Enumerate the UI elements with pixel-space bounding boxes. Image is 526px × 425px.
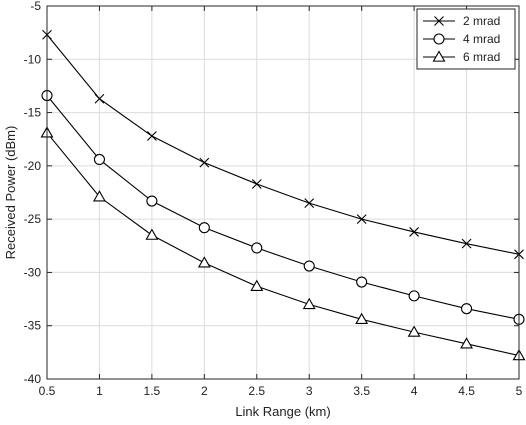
data-point	[251, 179, 262, 189]
x-tick-label: 3.5	[353, 384, 370, 398]
legend-marker	[433, 33, 445, 45]
data-point	[250, 279, 264, 291]
ticks: 0.5 1 1.5 2 2.5 3 3.5 4 4.5 5 -5 -10 -15 -20 -25 -30 -35…	[24, 0, 523, 398]
legend-label: 6 mrad	[463, 50, 500, 64]
y-tick-label: -5	[30, 0, 41, 13]
data-point	[251, 242, 263, 254]
data-point	[355, 312, 369, 324]
x-tick-label: 2	[201, 384, 208, 398]
x-tick-label: 5	[516, 384, 523, 398]
legend-label: 4 mrad	[463, 32, 500, 46]
x-tick-label: 0.5	[39, 384, 56, 398]
data-point	[461, 303, 473, 315]
series-layer	[40, 29, 526, 361]
data-point	[302, 297, 316, 310]
x-tick-label: 4	[411, 384, 418, 398]
x-tick-label: 4.5	[458, 384, 475, 398]
data-point	[409, 227, 420, 237]
data-point	[356, 276, 368, 288]
plot-frame	[46, 5, 520, 380]
x-tick-label: 1.5	[144, 384, 161, 398]
y-tick-label: -25	[24, 212, 42, 226]
data-point	[303, 260, 315, 272]
data-point	[92, 190, 106, 202]
data-point	[145, 228, 159, 240]
series-line	[46, 132, 520, 357]
x-tick-label: 3	[306, 384, 313, 398]
y-axis-label: Received Power (dBm)	[3, 126, 18, 260]
data-point	[460, 337, 474, 349]
x-tick-label: 2.5	[248, 384, 265, 398]
y-tick-label: -40	[24, 372, 42, 386]
data-point	[197, 256, 211, 268]
legend: 2 mrad 4 mrad 6 mrad	[416, 8, 516, 70]
data-point	[356, 214, 367, 225]
data-point	[198, 222, 210, 234]
series-line	[46, 34, 520, 255]
series-line	[46, 95, 520, 320]
legend-marker	[434, 16, 444, 26]
data-point	[199, 157, 210, 168]
y-tick-label: -30	[24, 265, 42, 279]
legend-marker	[432, 50, 446, 62]
x-axis-label: Link Range (km)	[235, 404, 330, 419]
data-point	[94, 93, 105, 104]
data-point	[408, 290, 420, 302]
data-point	[146, 195, 158, 207]
y-tick-label: -20	[24, 159, 42, 173]
x-tick-label: 1	[96, 384, 103, 398]
data-point	[93, 153, 105, 166]
y-tick-label: -10	[24, 52, 42, 66]
data-point	[407, 325, 421, 337]
y-tick-label: -35	[24, 319, 42, 333]
data-point	[146, 131, 157, 141]
y-tick-label: -15	[24, 106, 42, 120]
legend-label: 2 mrad	[463, 14, 500, 28]
data-point	[461, 238, 472, 249]
data-point	[304, 198, 315, 209]
